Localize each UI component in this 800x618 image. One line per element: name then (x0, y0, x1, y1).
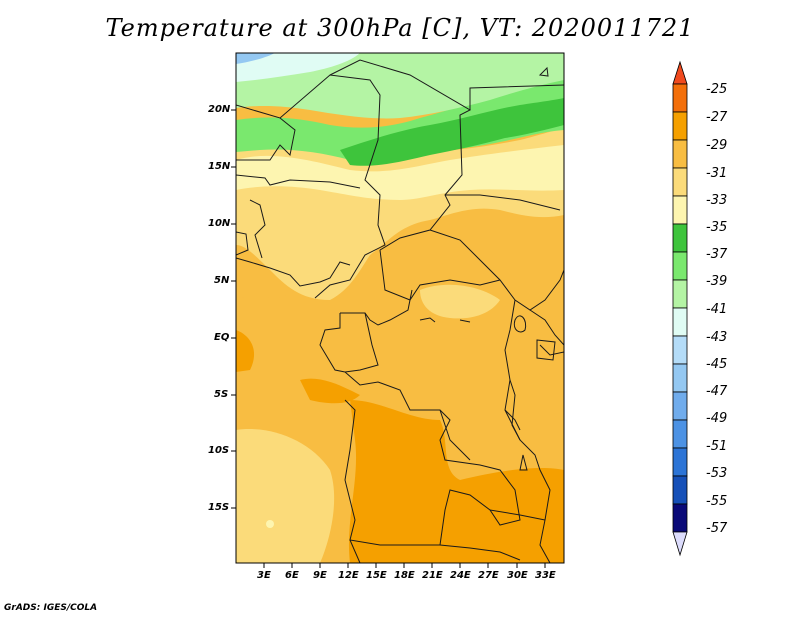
lon-label: 6E (285, 570, 299, 581)
colorbar-label: -55 (706, 494, 728, 509)
lon-label: 24E (450, 570, 471, 581)
colorbar-swatch (672, 279, 688, 309)
colorbar-label: -37 (706, 247, 728, 262)
lat-label: 5N (214, 275, 230, 286)
lat-label: 20N (208, 104, 231, 115)
lon-label: 21E (422, 570, 443, 581)
colorbar-swatch (672, 447, 688, 477)
colorbar-label: -47 (706, 384, 728, 399)
lon-label: 30E (507, 570, 528, 581)
colorbar-bottom-triangle (672, 531, 688, 557)
colorbar-top-triangle (672, 60, 688, 85)
colorbar-label: -29 (706, 138, 728, 153)
colorbar-label: -33 (706, 193, 728, 208)
colorbar-swatch (672, 391, 688, 421)
colorbar-swatch (672, 251, 688, 281)
country-borders (236, 59, 564, 563)
colorbar-label: -39 (706, 274, 728, 289)
colorbar-label: -53 (706, 466, 728, 481)
colorbar-label: -31 (706, 166, 728, 181)
lat-label: 15S (208, 502, 230, 513)
axis-ticks (231, 109, 546, 568)
colorbar-swatch (672, 363, 688, 393)
colorbar-swatch (672, 195, 688, 225)
colorbar-label: -57 (706, 521, 728, 536)
colorbar (672, 60, 688, 557)
colorbar-swatch (672, 475, 688, 505)
colorbar-label: -45 (706, 357, 728, 372)
colorbar-swatch (672, 307, 688, 337)
lon-label: 27E (478, 570, 499, 581)
lat-label: 10S (208, 445, 230, 456)
colorbar-swatch (672, 419, 688, 449)
colorbar-swatch (672, 503, 688, 533)
colorbar-label: -25 (706, 82, 728, 97)
colorbar-label: -43 (706, 330, 728, 345)
colorbar-label: -35 (706, 220, 728, 235)
colorbar-swatch (672, 167, 688, 197)
lon-label: 12E (338, 570, 359, 581)
lon-label: 3E (257, 570, 271, 581)
lat-label: 5S (214, 389, 229, 400)
lon-label: 18E (394, 570, 415, 581)
lon-label: 9E (313, 570, 327, 581)
grads-credit: GrADS: IGES/COLA (4, 603, 98, 613)
lon-label: 15E (366, 570, 387, 581)
lat-label: 10N (208, 218, 231, 229)
lat-label: 15N (208, 161, 231, 172)
lon-label: 33E (535, 570, 556, 581)
colorbar-label: -51 (706, 439, 728, 454)
colorbar-swatch (672, 83, 688, 113)
colorbar-swatch (672, 223, 688, 253)
colorbar-label: -49 (706, 411, 728, 426)
lat-label: EQ (214, 332, 230, 343)
colorbar-label: -27 (706, 110, 728, 125)
colorbar-label: -41 (706, 302, 728, 317)
temperature-field (236, 53, 564, 563)
colorbar-swatch (672, 335, 688, 365)
colorbar-swatch (672, 111, 688, 141)
map-frame (235, 52, 565, 564)
colorbar-swatch (672, 139, 688, 169)
map-title: Temperature at 300hPa [C], VT: 202001172… (105, 14, 695, 42)
